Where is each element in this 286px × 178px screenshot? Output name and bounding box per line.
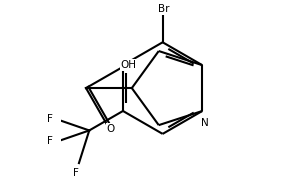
Text: Br: Br <box>158 4 169 14</box>
Text: F: F <box>47 114 53 124</box>
Text: F: F <box>73 168 79 178</box>
Text: OH: OH <box>120 60 136 70</box>
Text: N: N <box>201 118 208 128</box>
Text: F: F <box>47 136 53 146</box>
Text: O: O <box>106 124 114 134</box>
